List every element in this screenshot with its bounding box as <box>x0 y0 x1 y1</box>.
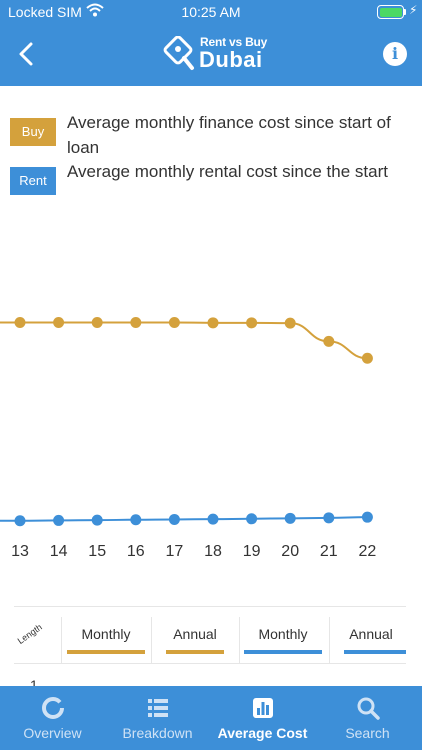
x-tick-label: 22 <box>359 543 377 560</box>
data-point-buy[interactable] <box>246 317 258 329</box>
x-tick-label: 18 <box>204 543 222 560</box>
data-point-rent[interactable] <box>168 513 180 525</box>
data-point-buy[interactable] <box>53 317 65 328</box>
charging-icon: ⚡ <box>409 3 418 17</box>
data-point-rent[interactable] <box>361 511 373 523</box>
status-bar: Locked SIM 10:25 AM ⚡ <box>0 0 422 24</box>
x-tick-label: 17 <box>166 543 184 560</box>
tab-label: Breakdown <box>122 725 193 741</box>
col-buy-monthly: Monthly <box>67 626 145 654</box>
divider <box>239 617 240 663</box>
x-tick-label: 15 <box>88 543 106 560</box>
x-tick-label: 14 <box>50 543 68 560</box>
tab-label: Search <box>345 725 390 741</box>
col-underline <box>166 650 224 654</box>
x-tick-label: 19 <box>243 543 261 560</box>
cost-table: Length Monthly Annual Monthly Annual 1 <box>14 606 406 686</box>
x-tick-label: 20 <box>281 543 299 560</box>
data-point-rent[interactable] <box>53 514 65 526</box>
search-icon <box>357 697 380 720</box>
x-tick-label: 16 <box>127 543 145 560</box>
data-point-buy[interactable] <box>91 317 103 328</box>
rent-swatch: Rent <box>10 167 56 195</box>
carrier-label: Locked SIM <box>8 4 82 20</box>
data-point-rent[interactable] <box>14 515 26 527</box>
data-point-rent[interactable] <box>284 512 296 524</box>
data-point-buy[interactable] <box>284 317 296 329</box>
row-length: 1 <box>30 677 38 686</box>
battery-icon <box>377 5 404 19</box>
col-rent-monthly: Monthly <box>244 626 322 654</box>
back-button[interactable] <box>14 40 38 68</box>
data-point-rent[interactable] <box>323 512 335 524</box>
col-underline <box>67 650 145 654</box>
rent-legend-text: Average monthly rental cost since the st… <box>67 162 388 181</box>
logo-line1: Rent vs Buy <box>200 35 268 49</box>
x-tick-label: 13 <box>11 543 29 560</box>
buy-swatch: Buy <box>10 118 56 146</box>
top-bar: Locked SIM 10:25 AM ⚡ Rent vs Buy Dubai … <box>0 0 422 86</box>
data-point-buy[interactable] <box>323 335 335 347</box>
data-point-buy[interactable] <box>207 317 219 329</box>
info-button[interactable]: i <box>383 42 407 66</box>
tab-average-cost[interactable]: Average Cost <box>210 686 315 750</box>
tab-search[interactable]: Search <box>315 686 420 750</box>
average-cost-chart: 13 14 15 16 17 18 19 20 21 22 <box>0 317 377 560</box>
divider <box>151 617 152 663</box>
series-line-buy <box>0 321 368 360</box>
col-label: Annual <box>349 626 393 642</box>
bar-chart-icon <box>253 698 273 718</box>
tab-bar: Overview Breakdown Average Cost Search <box>0 686 422 750</box>
data-point-rent[interactable] <box>207 513 219 525</box>
logo-line2: Dubai <box>199 47 263 72</box>
data-point-rent[interactable] <box>246 513 258 525</box>
col-label: Monthly <box>81 626 131 642</box>
tab-breakdown[interactable]: Breakdown <box>105 686 210 750</box>
divider <box>329 617 330 663</box>
col-underline <box>344 650 406 654</box>
data-point-buy[interactable] <box>361 352 373 364</box>
nav-row: Rent vs Buy Dubai i <box>0 28 422 80</box>
length-header: Length <box>15 622 44 646</box>
data-point-buy[interactable] <box>168 317 180 328</box>
ring-icon <box>42 697 64 719</box>
battery-tip <box>404 9 406 15</box>
status-time: 10:25 AM <box>181 4 241 20</box>
list-icon <box>148 699 168 717</box>
x-tick-label: 21 <box>320 543 338 560</box>
buy-legend-text: Average monthly finance cost since start… <box>67 113 391 157</box>
tab-label: Average Cost <box>217 725 308 741</box>
data-point-buy[interactable] <box>130 317 142 328</box>
col-underline <box>244 650 322 654</box>
table-divider <box>14 663 406 664</box>
col-label: Monthly <box>258 626 308 642</box>
col-buy-annual: Annual <box>156 626 234 654</box>
tab-label: Overview <box>23 725 82 741</box>
divider <box>61 617 62 663</box>
house-key-logo-icon <box>163 36 194 70</box>
tab-overview[interactable]: Overview <box>0 686 105 750</box>
app-logo: Rent vs Buy Dubai <box>162 34 272 74</box>
wifi-icon <box>86 3 104 17</box>
data-point-rent[interactable] <box>130 514 142 526</box>
data-point-rent[interactable] <box>91 514 103 526</box>
col-label: Annual <box>173 626 217 642</box>
col-rent-annual: Annual <box>332 626 406 654</box>
data-point-buy[interactable] <box>14 317 26 328</box>
